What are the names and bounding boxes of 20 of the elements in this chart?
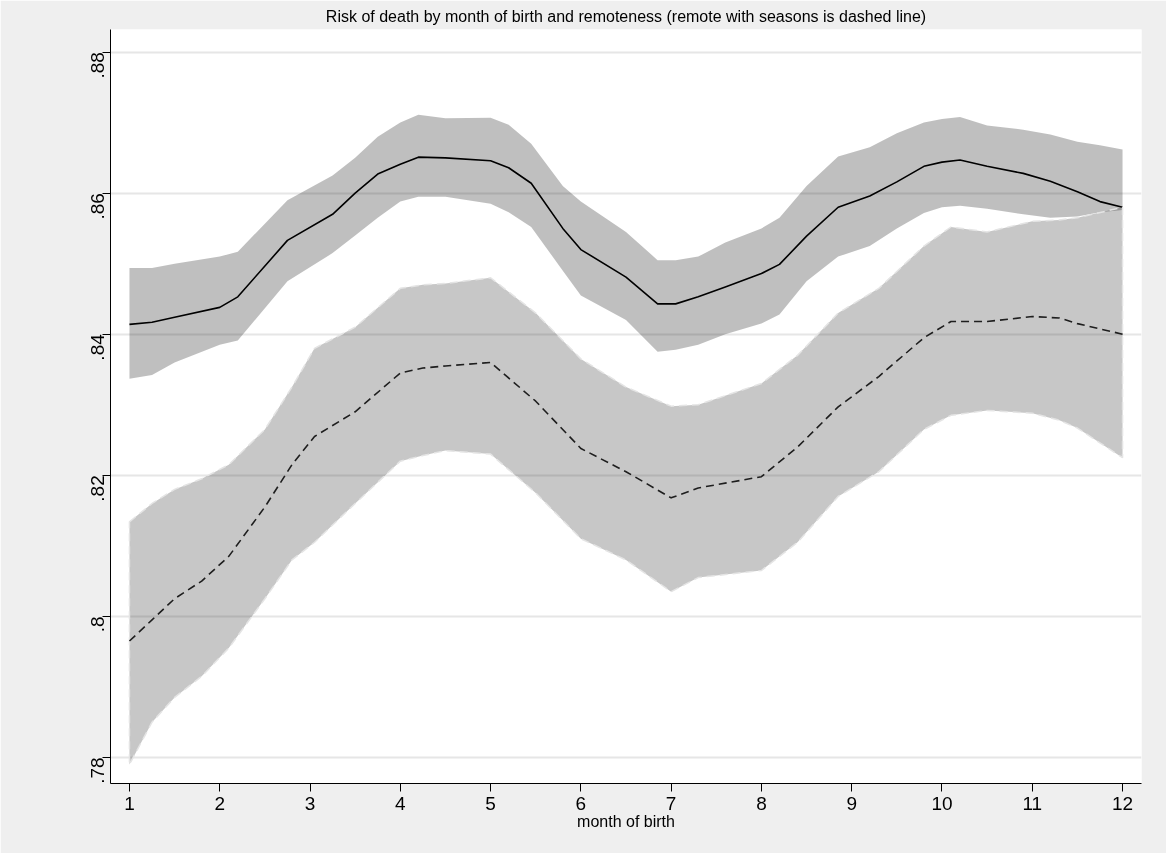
y-tick-label: .78: [87, 757, 108, 784]
x-tick-label: 2: [214, 792, 226, 814]
x-tick-label: 8: [756, 792, 767, 814]
x-tick-label: 5: [485, 792, 496, 814]
y-tick-label: .88: [87, 52, 108, 79]
x-tick-label: 11: [1022, 792, 1043, 814]
x-tick-label: 9: [846, 792, 857, 814]
x-tick-label: 3: [304, 792, 316, 814]
y-tick-label: .84: [87, 333, 108, 361]
x-tick-label: 12: [1111, 792, 1134, 814]
y-tick-label: .86: [87, 193, 108, 220]
x-tick-label: 7: [665, 792, 677, 814]
x-axis-title: month of birth: [577, 812, 675, 830]
y-tick-label: .8: [87, 616, 108, 633]
x-tick-label: 6: [575, 792, 587, 814]
x-tick-label: 4: [395, 792, 407, 814]
chart-title: Risk of death by month of birth and remoteness (remote with seasons is dashed line): [325, 7, 927, 25]
x-tick-label: 10: [931, 792, 953, 814]
x-tick-label: 1: [124, 792, 135, 814]
y-tick-label: .82: [87, 475, 108, 502]
